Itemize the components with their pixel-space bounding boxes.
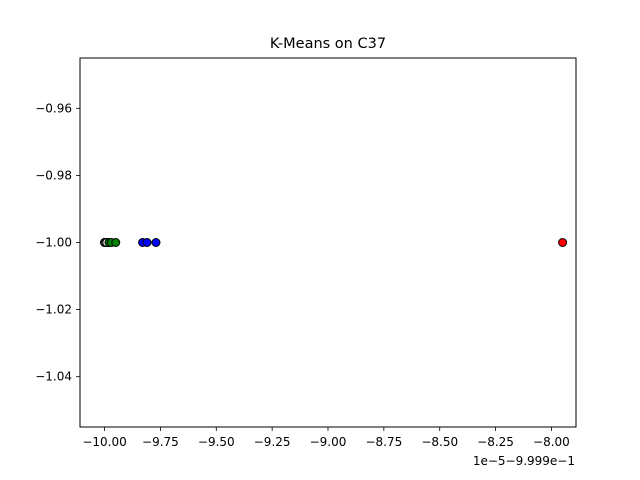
data-point (142, 238, 152, 247)
y-tick-label: −1.04 (35, 370, 72, 384)
y-tick-label: −0.98 (35, 168, 72, 182)
y-tick-label: −1.00 (35, 236, 72, 250)
data-point (111, 238, 121, 247)
x-tick-label: −9.75 (142, 435, 179, 449)
x-tick-label: −10.00 (82, 435, 126, 449)
data-point (151, 238, 161, 247)
x-tick-label: −9.00 (310, 435, 347, 449)
y-tick-label: −0.96 (35, 101, 72, 115)
x-tick-label: −8.75 (365, 435, 402, 449)
x-tick-label: −9.25 (254, 435, 291, 449)
scatter-points (100, 238, 568, 247)
x-axis: −10.00 −9.75 −9.50 −9.25 −9.00 −8.75 −8.50 −8.2… (82, 427, 570, 449)
y-axis: −0.96 −0.98 −1.00 −1.02 −1.04 (35, 101, 80, 384)
x-tick-label: −9.50 (198, 435, 235, 449)
x-axis-offset-label: 1e−5−9.999e−1 (473, 454, 575, 468)
y-tick-label: −1.02 (35, 303, 72, 317)
chart-title: K-Means on C37 (270, 36, 386, 52)
x-tick-label: −8.25 (477, 435, 514, 449)
x-tick-label: −8.50 (421, 435, 458, 449)
x-tick-label: −8.00 (533, 435, 570, 449)
data-point (558, 238, 568, 247)
